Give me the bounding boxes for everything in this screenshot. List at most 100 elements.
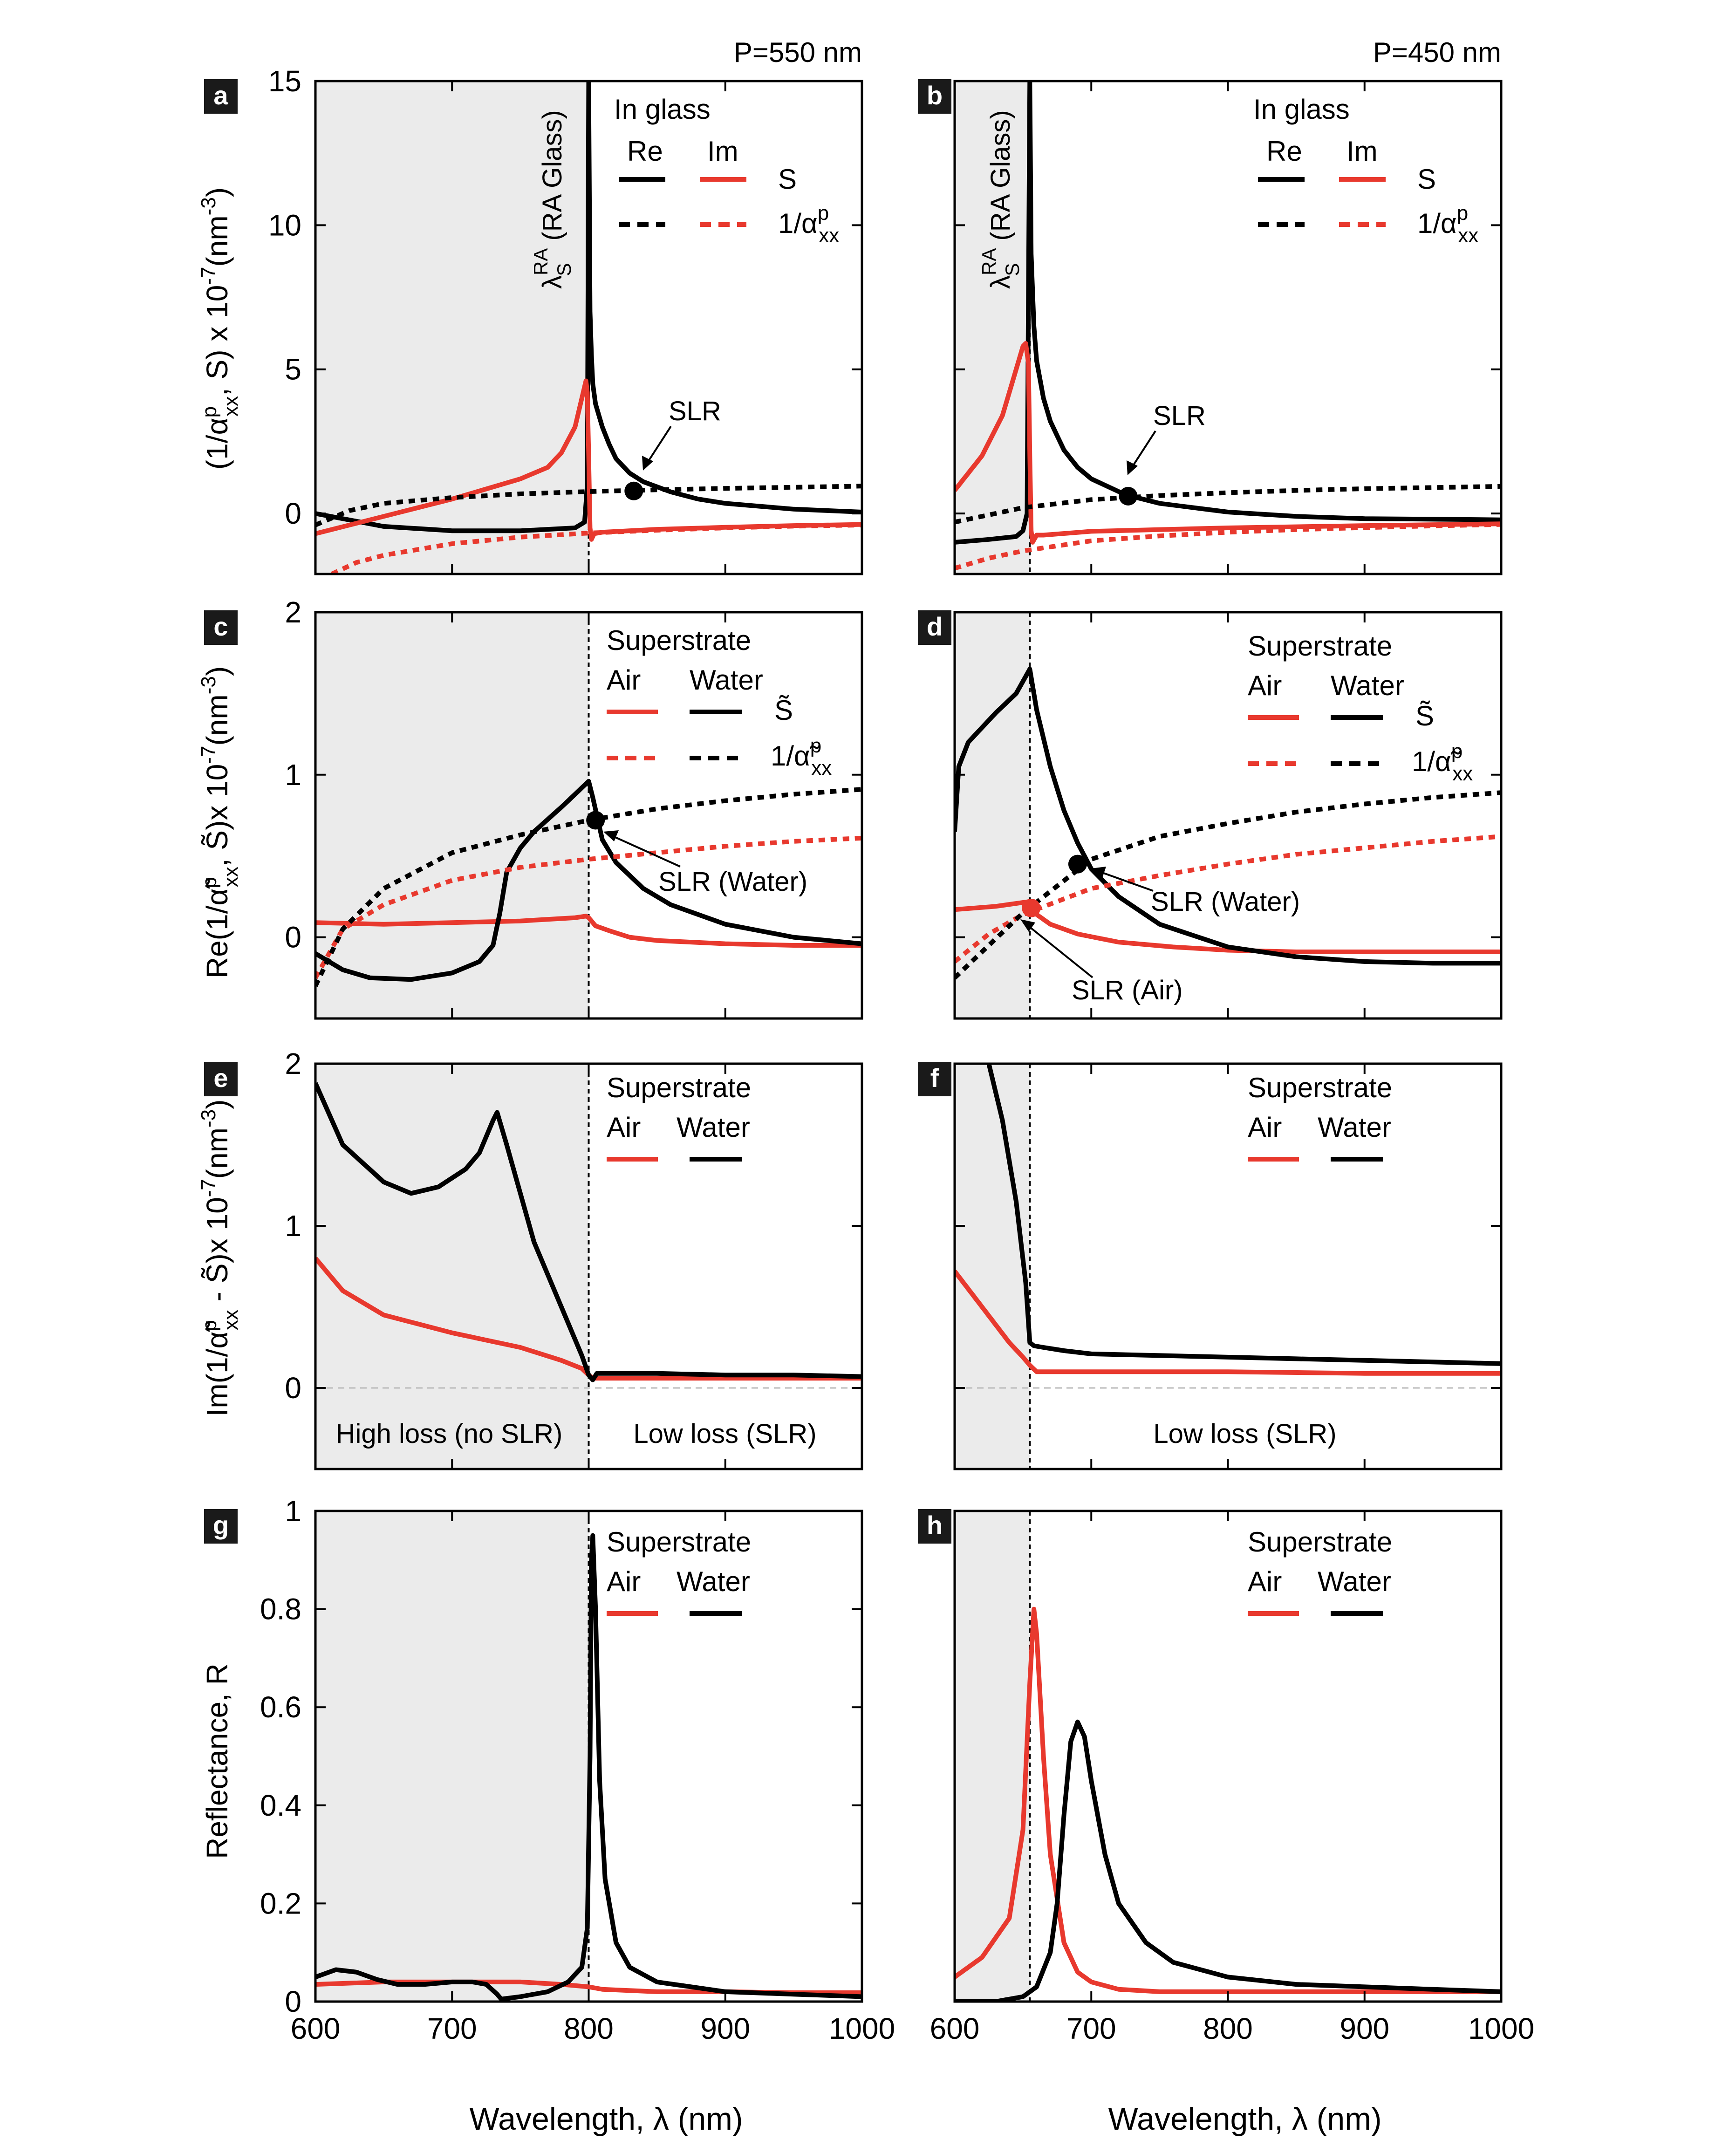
legend-superstrate-c: Superstrate Air Water S̃ 1/α̃p xx	[607, 625, 832, 779]
y-tick-label: 15	[268, 64, 301, 98]
svg-text:Superstrate: Superstrate	[1248, 1072, 1392, 1103]
panel-f: f	[918, 1062, 1503, 1470]
x-tick-label: 900	[700, 2012, 750, 2045]
y-tick-label: 0	[285, 1985, 301, 2018]
high-loss-label-e: High loss (no SLR)	[336, 1419, 563, 1449]
column-title-right: P=450 nm	[1373, 37, 1501, 68]
y-tick-label: 0.2	[260, 1886, 301, 1920]
svg-text:g: g	[213, 1510, 229, 1540]
svg-text:Air: Air	[1248, 1112, 1282, 1143]
y-tick-label: 0.8	[260, 1592, 301, 1626]
y-tick-label: 0.4	[260, 1789, 301, 1822]
panel-a: 0 5 10 15 a	[204, 64, 863, 575]
svg-text:S: S	[1417, 164, 1436, 195]
panel-badge-d: d	[918, 610, 951, 645]
series-a-2	[315, 484, 862, 527]
svg-text:Re: Re	[627, 136, 663, 167]
panel-badge-f: f	[918, 1062, 951, 1096]
slr-marker-d-1	[1022, 898, 1041, 917]
ylabel-row4: Reflectance, R	[200, 1663, 234, 1859]
slr-marker-c-0	[586, 811, 605, 830]
series-f-0	[955, 1270, 1501, 1376]
svg-text:In glass: In glass	[614, 94, 711, 125]
svg-text:Air: Air	[607, 1112, 641, 1143]
shaded-region	[955, 1511, 1030, 2002]
panel-badge-b: b	[918, 79, 951, 114]
low-loss-label-f: Low loss (SLR)	[1153, 1419, 1336, 1449]
svg-text:Air: Air	[607, 1566, 641, 1597]
slr-air-annotation-d: SLR (Air)	[1020, 919, 1182, 1005]
svg-text:λRAS(RA Glass): λRAS(RA Glass)	[978, 110, 1023, 289]
y-tick-label: 2	[285, 1047, 301, 1080]
svg-text:a: a	[213, 81, 228, 110]
svg-text:SLR (Water): SLR (Water)	[658, 867, 807, 897]
svg-text:SLR: SLR	[1153, 401, 1206, 431]
y-tick-label: 1	[285, 758, 301, 792]
series-b-0	[955, 81, 1501, 545]
shaded-region	[955, 1064, 1030, 1469]
y-tick-label: 0	[285, 921, 301, 954]
xlabel-left: Wavelength, λ (nm)	[470, 2101, 743, 2137]
shaded-region	[955, 81, 1030, 574]
y-tick-label: 1	[285, 1209, 301, 1243]
series-f-1	[986, 1064, 1501, 1366]
legend-superstrate-h: Superstrate Air Water	[1248, 1526, 1392, 1616]
y-tick-label: 10	[268, 208, 301, 242]
series-d-1	[955, 667, 1501, 966]
x-tick-label: 800	[564, 2012, 614, 2045]
series-g-1	[315, 1533, 862, 2002]
series-b-2	[955, 484, 1501, 525]
y-tick-label: 0.6	[260, 1690, 301, 1724]
panel-e: 0 1 2 e	[204, 1047, 863, 1470]
slr-marker-d-0	[1068, 854, 1087, 874]
svg-text:c: c	[213, 612, 228, 641]
y-tick-label: 0	[285, 1371, 301, 1405]
legend-superstrate-e: Superstrate Air Water	[607, 1072, 751, 1162]
svg-text:1/α̃pxx: 1/α̃p xx	[771, 734, 832, 779]
svg-text:λRAS(RA Glass): λRAS(RA Glass)	[530, 110, 575, 289]
panel-badge-g: g	[204, 1509, 238, 1544]
x-tick-label: 900	[1340, 2012, 1389, 2045]
ylabel-row2: Re(1/α̃pxx, S̃)x 10-7(nm-3)	[197, 666, 242, 978]
legend-superstrate-g: Superstrate Air Water	[607, 1526, 751, 1616]
svg-text:Water: Water	[677, 1112, 750, 1143]
y-tick-label: 0	[285, 497, 301, 530]
svg-text:Water: Water	[1331, 670, 1404, 701]
svg-text:S: S	[778, 164, 797, 195]
svg-text:d: d	[927, 612, 943, 641]
legend-superstrate-d: Superstrate Air Water S̃ 1/α̃p xx	[1248, 630, 1473, 785]
series-c-1	[315, 779, 862, 982]
y-tick-label: 5	[285, 353, 301, 386]
xlabel-right: Wavelength, λ (nm)	[1108, 2101, 1382, 2137]
svg-text:1/α̃pxx: 1/α̃p xx	[1412, 740, 1473, 785]
svg-text:Water: Water	[677, 1566, 750, 1597]
legend-superstrate-f: Superstrate Air Water	[1248, 1072, 1392, 1162]
column-title-left: P=550 nm	[734, 37, 862, 68]
svg-text:Superstrate: Superstrate	[607, 1072, 751, 1103]
svg-text:Im: Im	[1346, 136, 1378, 167]
series-e-1	[315, 1082, 862, 1382]
shaded-region	[315, 1064, 589, 1469]
legend-glass-b: In glass Re Im S 1/αp xx	[1253, 94, 1478, 247]
svg-text:Superstrate: Superstrate	[1248, 630, 1392, 662]
panel-c: 0 1 2 c	[204, 595, 863, 1020]
svg-text:In glass: In glass	[1253, 94, 1350, 125]
svg-text:1/αpxx: 1/αp xx	[778, 202, 839, 247]
panel-h: 600 700 800 900 1000 h	[918, 1509, 1534, 2045]
shaded-region	[315, 612, 589, 1018]
svg-text:h: h	[927, 1510, 943, 1540]
panel-badge-c: c	[204, 610, 238, 645]
shaded-region	[955, 612, 1030, 1018]
ra-annotation-a: λRAS(RA Glass)	[530, 110, 575, 289]
x-tick-label: 600	[930, 2012, 980, 2045]
panel-d: d	[918, 610, 1503, 1020]
series-a-0	[315, 81, 862, 533]
svg-text:SLR (Air): SLR (Air)	[1072, 975, 1182, 1005]
y-tick-label: 1	[285, 1494, 301, 1528]
svg-text:Superstrate: Superstrate	[1248, 1526, 1392, 1558]
svg-text:b: b	[927, 81, 943, 110]
svg-text:Re: Re	[1266, 136, 1302, 167]
svg-text:Im: Im	[707, 136, 738, 167]
panel-badge-a: a	[204, 79, 238, 114]
panel-badge-e: e	[204, 1062, 238, 1096]
